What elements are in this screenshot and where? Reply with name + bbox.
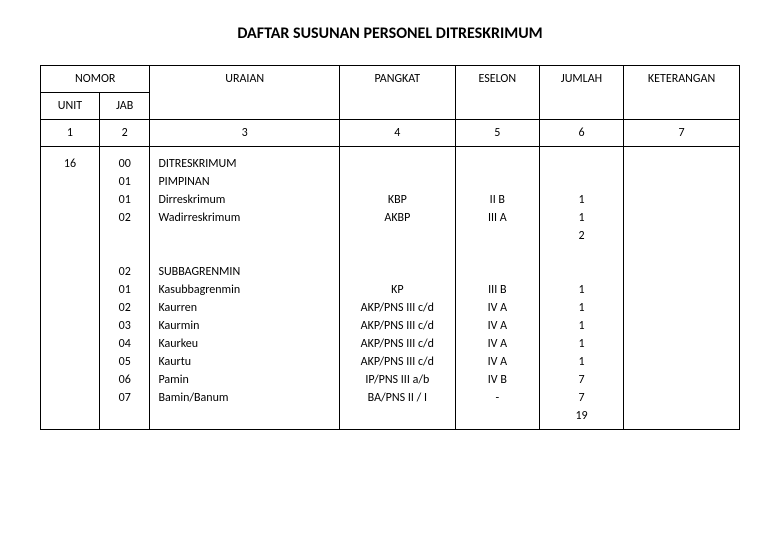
colnum-keterangan: 7 [624,120,740,147]
col-jab: JAB [99,93,150,120]
personnel-table: NOMOR URAIAN PANGKAT ESELON JUMLAH KETER… [40,65,740,430]
col-keterangan: KETERANGAN [624,66,740,120]
col-eselon: ESELON [455,66,539,120]
col-jumlah: JUMLAH [539,66,623,120]
colnum-jumlah: 6 [539,120,623,147]
header-row-1: NOMOR URAIAN PANGKAT ESELON JUMLAH KETER… [41,66,740,93]
cell-keterangan [624,147,740,430]
cell-uraian: DITRESKRIMUM PIMPINAN Dirreskrimum Wadir… [150,147,339,430]
page-title: DAFTAR SUSUNAN PERSONEL DITRESKRIMUM [40,24,740,43]
cell-unit: 16 [41,147,100,430]
table-row: 16 00 01 01 02 02 01 02 03 04 05 06 07 D… [41,147,740,430]
colnum-jab: 2 [99,120,150,147]
col-unit: UNIT [41,93,100,120]
col-pangkat: PANGKAT [339,66,455,120]
col-uraian: URAIAN [150,66,339,120]
colnum-eselon: 5 [455,120,539,147]
page: DAFTAR SUSUNAN PERSONEL DITRESKRIMUM NOM… [0,0,780,454]
cell-eselon: II B III A III B IV A IV A IV A IV A IV … [455,147,539,430]
colnum-unit: 1 [41,120,100,147]
header-numbers-row: 1 2 3 4 5 6 7 [41,120,740,147]
colnum-pangkat: 4 [339,120,455,147]
cell-pangkat: KBP AKBP KP AKP/PNS III c/d AKP/PNS III … [339,147,455,430]
cell-jab: 00 01 01 02 02 01 02 03 04 05 06 07 [99,147,150,430]
colnum-uraian: 3 [150,120,339,147]
cell-jumlah: 1 1 2 1 1 1 1 1 7 7 19 [539,147,623,430]
col-nomor: NOMOR [41,66,150,93]
